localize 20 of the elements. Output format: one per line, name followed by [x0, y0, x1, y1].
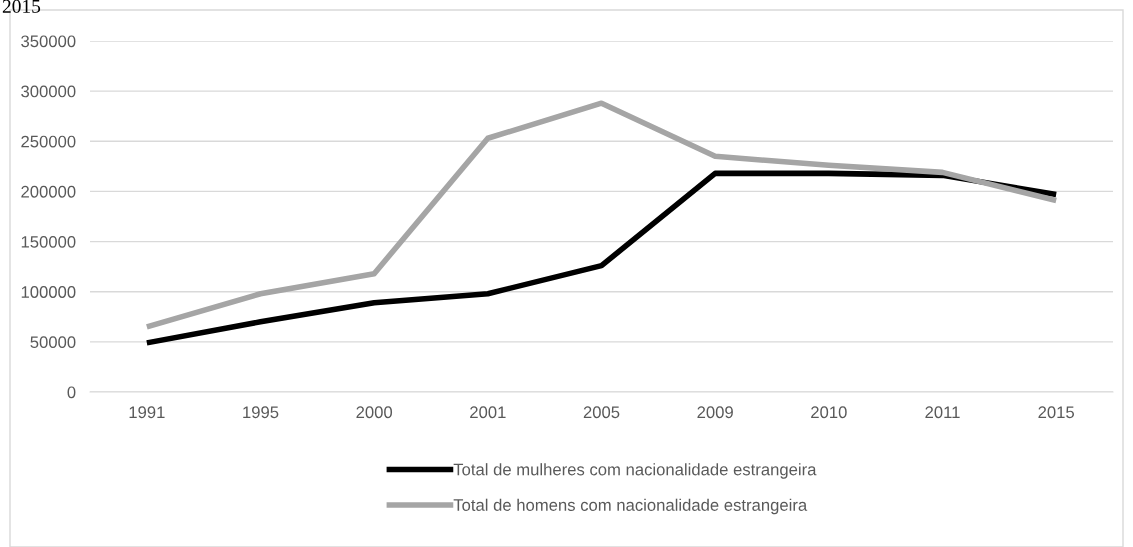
y-tick-label: 200000: [21, 185, 76, 198]
x-tick-label: 1995: [243, 406, 279, 419]
y-tick-label: 0: [67, 386, 76, 399]
y-tick-label: 50000: [30, 336, 76, 349]
legend-label: Total de homens com nacionalidade estrangeira: [453, 498, 808, 515]
legend-label: Total de mulheres com nacionalidade estrangeira: [453, 463, 817, 479]
x-tick-label: 2009: [697, 406, 733, 419]
y-tick-label: 350000: [21, 35, 76, 48]
y-tick-label: 300000: [21, 85, 76, 98]
y-tick-label: 250000: [21, 135, 76, 148]
text: 2015: [2, 0, 41, 13]
x-tick-label: 2000: [356, 406, 393, 419]
x-tick-label: 2010: [811, 406, 847, 419]
y-tick-label: 100000: [21, 286, 76, 298]
x-tick-label: 2005: [583, 406, 620, 419]
x-tick-label: 2015: [1038, 406, 1075, 419]
x-tick-label: 2011: [925, 406, 960, 419]
x-tick-label: 1991: [129, 406, 165, 419]
y-tick-label: 150000: [21, 235, 76, 248]
x-tick-label: 2001: [470, 406, 506, 419]
